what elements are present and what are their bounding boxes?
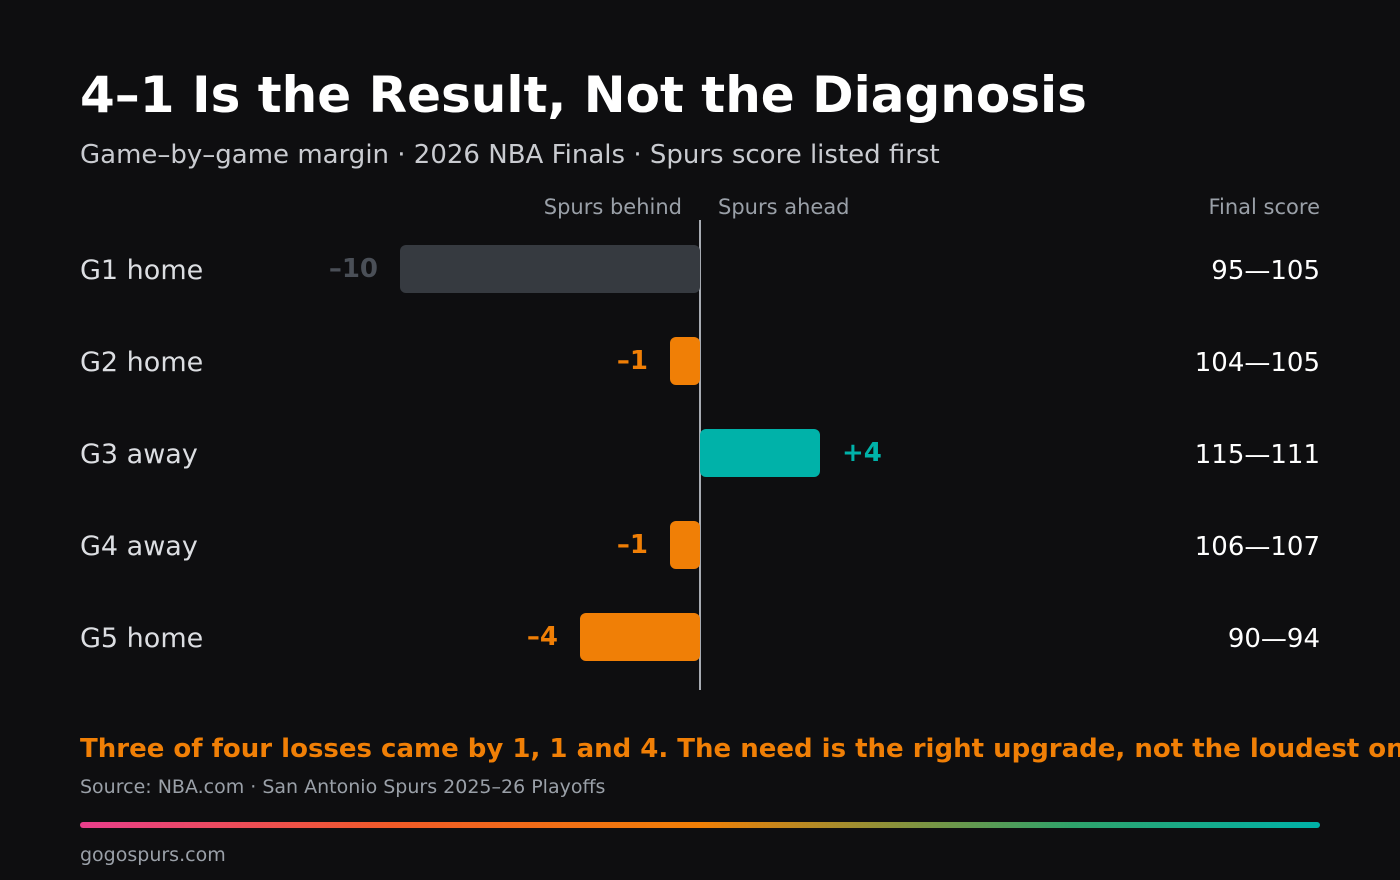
header-spurs-ahead: Spurs ahead (718, 195, 850, 219)
final-score: 104—105 (1194, 348, 1320, 378)
row-label: G2 home (80, 347, 204, 378)
row-label: G5 home (80, 623, 204, 654)
site-name: gogospurs.com (80, 844, 226, 866)
margin-bar (700, 429, 820, 477)
chart-title: 4–1 Is the Result, Not the Diagnosis (80, 66, 1087, 124)
chart-subtitle: Game–by–game margin · 2026 NBA Finals · … (80, 140, 940, 170)
final-score: 95—105 (1211, 256, 1320, 286)
row-label: G3 away (80, 439, 198, 470)
bar-value-label: +4 (842, 438, 882, 468)
margin-bar (400, 245, 700, 293)
bar-value-label: –1 (616, 346, 648, 376)
row-label: G4 away (80, 531, 198, 562)
gradient-divider (80, 822, 1320, 828)
source-note: Source: NBA.com · San Antonio Spurs 2025… (80, 776, 606, 798)
final-score: 90—94 (1227, 624, 1320, 654)
takeaway-text: Three of four losses came by 1, 1 and 4.… (80, 734, 1400, 764)
margin-bar (670, 521, 700, 569)
header-final-score: Final score (1208, 195, 1320, 219)
final-score: 115—111 (1194, 440, 1320, 470)
margin-bar (580, 613, 700, 661)
bar-value-label: –1 (616, 530, 648, 560)
bar-value-label: –4 (526, 622, 558, 652)
header-spurs-behind: Spurs behind (543, 195, 682, 219)
bar-value-label: –10 (328, 254, 378, 284)
final-score: 106—107 (1194, 532, 1320, 562)
row-label: G1 home (80, 255, 204, 286)
margin-bar (670, 337, 700, 385)
